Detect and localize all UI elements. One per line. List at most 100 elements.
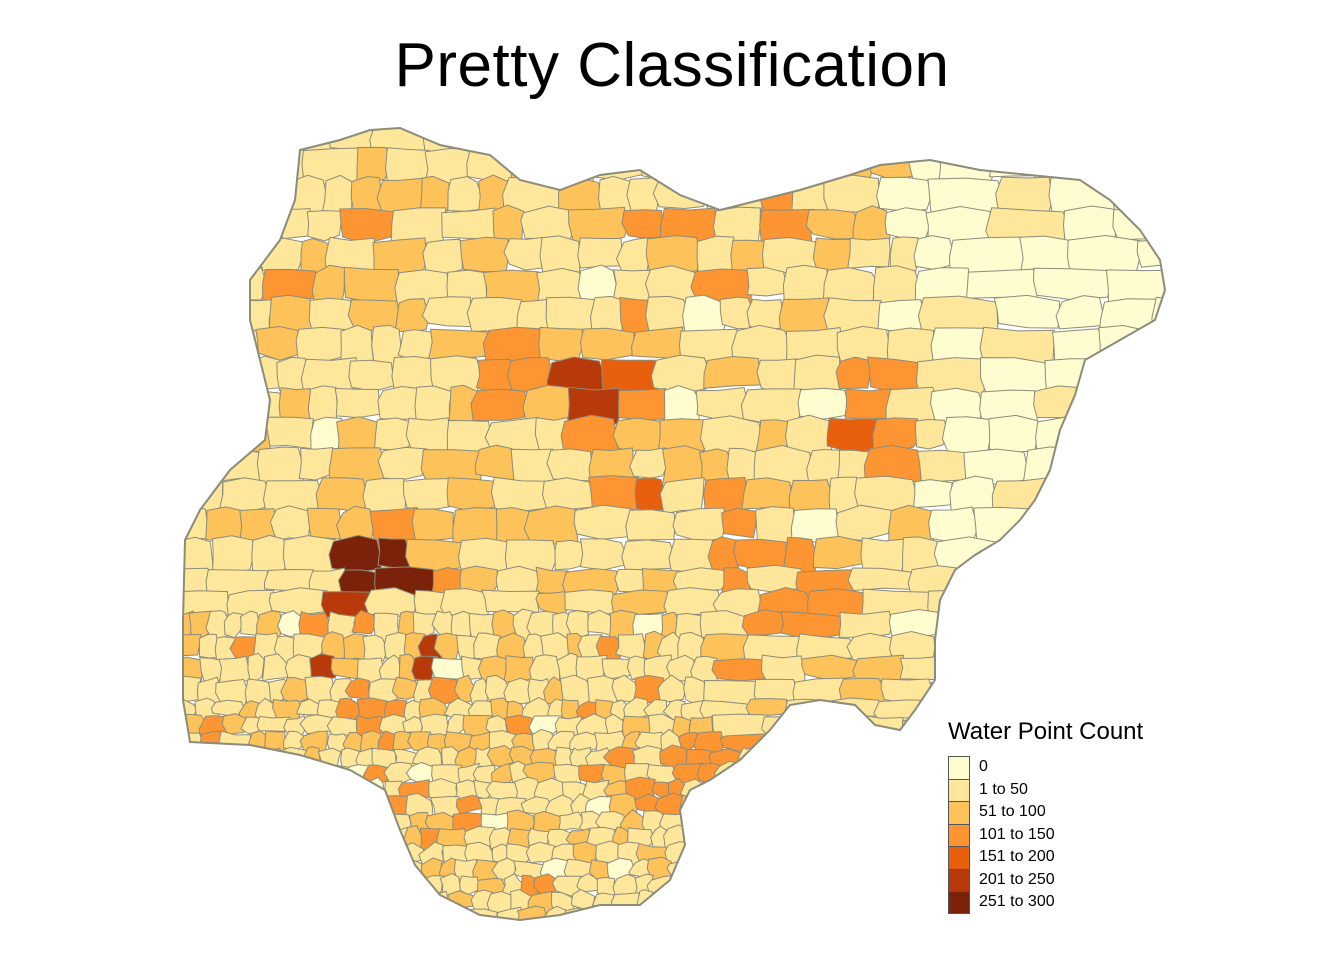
admin-area (909, 906, 939, 920)
admin-area (690, 825, 720, 851)
admin-area (430, 657, 466, 680)
admin-area (894, 778, 929, 803)
admin-area (690, 925, 719, 943)
admin-area (541, 477, 594, 511)
admin-area (175, 924, 198, 947)
admin-area (1147, 675, 1165, 705)
admin-area (355, 842, 387, 865)
admin-area (565, 610, 590, 640)
admin-area (886, 746, 918, 771)
admin-area (749, 797, 773, 817)
admin-area (306, 210, 344, 242)
admin-area (481, 589, 540, 613)
admin-area (1168, 476, 1225, 514)
admin-area (763, 776, 798, 803)
admin-area (411, 508, 456, 542)
admin-area (257, 891, 283, 916)
admin-area (650, 354, 711, 394)
admin-area (804, 922, 820, 948)
admin-area (244, 875, 272, 896)
admin-area (884, 207, 933, 240)
admin-area (919, 792, 949, 822)
admin-area (1005, 589, 1053, 618)
admin-area (919, 762, 939, 784)
admin-area (808, 890, 843, 916)
admin-area (191, 890, 219, 913)
admin-area (1087, 355, 1163, 403)
admin-area (826, 417, 879, 454)
admin-area (847, 237, 891, 269)
admin-area (808, 778, 832, 802)
admin-area (852, 654, 904, 683)
admin-area (236, 811, 267, 832)
admin-area (909, 829, 934, 848)
admin-area (792, 744, 811, 769)
admin-area (244, 841, 279, 868)
admin-area (344, 923, 372, 942)
admin-area (1162, 178, 1165, 217)
admin-area (757, 827, 785, 853)
admin-area (908, 842, 932, 865)
admin-area (238, 827, 267, 849)
admin-area (305, 924, 323, 945)
admin-area (734, 827, 762, 848)
admin-area (1145, 841, 1165, 867)
admin-area (1051, 923, 1073, 946)
admin-area (846, 748, 872, 772)
admin-area (888, 760, 924, 786)
admin-area (817, 826, 853, 848)
admin-area (377, 537, 411, 569)
admin-area (420, 890, 452, 914)
admin-area (345, 872, 373, 898)
admin-area (1152, 654, 1165, 688)
admin-area (295, 908, 328, 920)
admin-area (183, 856, 197, 882)
admin-area (584, 907, 608, 920)
legend-title: Water Point Count (948, 718, 1144, 745)
admin-area (698, 448, 733, 481)
admin-area (625, 509, 676, 541)
admin-area (348, 359, 395, 392)
legend-swatch (948, 868, 970, 891)
admin-area (971, 610, 1012, 645)
admin-area (241, 746, 264, 772)
admin-area (303, 812, 334, 837)
admin-area (1109, 587, 1165, 615)
admin-area (711, 658, 766, 682)
admin-area (815, 925, 849, 948)
admin-area (710, 843, 741, 865)
admin-area (797, 387, 849, 420)
admin-area (917, 449, 972, 483)
admin-area (825, 781, 852, 802)
admin-area (1110, 656, 1159, 685)
admin-area (959, 569, 999, 593)
admin-area (277, 859, 299, 881)
admin-area (199, 357, 255, 395)
admin-area (664, 908, 695, 920)
admin-area (685, 907, 715, 920)
admin-area (213, 795, 238, 820)
admin-area (863, 762, 897, 786)
admin-area (715, 925, 737, 947)
admin-area (734, 859, 766, 880)
admin-area (1051, 566, 1090, 594)
admin-area (356, 146, 391, 184)
admin-area (799, 873, 827, 898)
admin-area (344, 827, 381, 849)
admin-area (821, 809, 844, 833)
admin-area (594, 922, 623, 946)
admin-area (816, 730, 874, 755)
admin-area (311, 872, 330, 900)
admin-area (211, 535, 254, 574)
admin-area (523, 505, 579, 545)
admin-area (618, 387, 669, 421)
admin-area (255, 325, 303, 361)
admin-area (483, 923, 504, 949)
admin-area (1080, 590, 1114, 618)
admin-area (323, 812, 350, 833)
admin-area (657, 674, 687, 703)
admin-area (1147, 509, 1165, 545)
admin-area (1073, 447, 1123, 482)
admin-area (183, 745, 200, 772)
admin-area (746, 267, 788, 297)
